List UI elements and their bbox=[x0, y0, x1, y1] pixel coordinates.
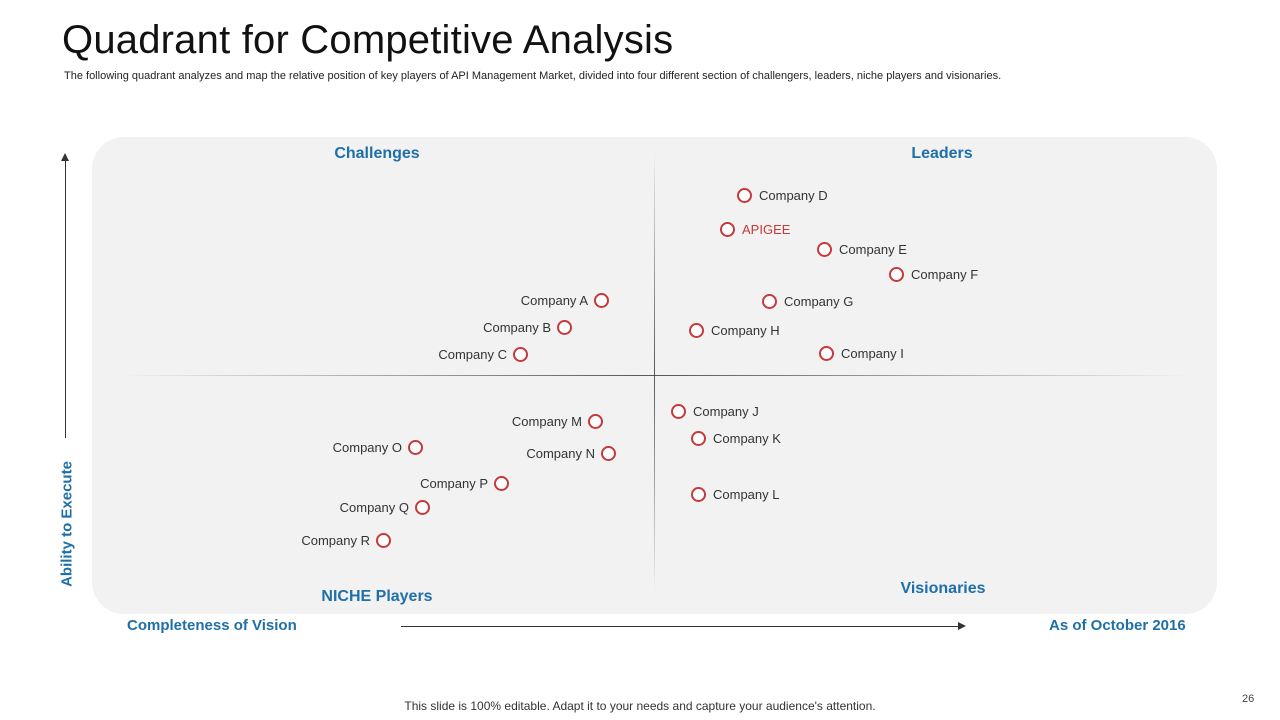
marker-company-r bbox=[376, 533, 391, 548]
label-company-r: Company R bbox=[301, 533, 370, 548]
quadrant-label-niche-players: NICHE Players bbox=[321, 588, 433, 605]
label-company-q: Company Q bbox=[339, 500, 409, 515]
label-company-j: Company J bbox=[693, 404, 759, 419]
label-apigee: APIGEE bbox=[742, 222, 791, 237]
marker-company-o bbox=[408, 440, 423, 455]
label-company-e: Company E bbox=[839, 242, 907, 257]
label-company-k: Company K bbox=[713, 431, 781, 446]
marker-company-h bbox=[689, 323, 704, 338]
x-axis-arrow bbox=[401, 622, 966, 630]
page-title: Quadrant for Competitive Analysis bbox=[62, 18, 674, 62]
label-company-p: Company P bbox=[420, 476, 488, 491]
quadrant-label-challenges: Challenges bbox=[334, 145, 420, 162]
marker-company-b bbox=[557, 320, 572, 335]
label-company-h: Company H bbox=[711, 323, 780, 338]
marker-company-f bbox=[889, 267, 904, 282]
marker-apigee bbox=[720, 222, 735, 237]
y-axis-arrow bbox=[61, 153, 69, 438]
y-axis-label: Ability to Execute bbox=[58, 461, 76, 587]
label-company-n: Company N bbox=[526, 446, 595, 461]
label-company-b: Company B bbox=[483, 320, 551, 335]
x-axis-label: Completeness of Vision bbox=[127, 617, 297, 634]
marker-company-a bbox=[594, 293, 609, 308]
marker-company-j bbox=[671, 404, 686, 419]
marker-company-p bbox=[494, 476, 509, 491]
label-company-a: Company A bbox=[520, 293, 588, 308]
label-company-c: Company C bbox=[438, 347, 507, 362]
marker-company-k bbox=[691, 431, 706, 446]
label-company-g: Company G bbox=[784, 294, 854, 309]
label-company-f: Company F bbox=[911, 267, 979, 282]
marker-company-c bbox=[513, 347, 528, 362]
marker-company-e bbox=[817, 242, 832, 257]
marker-company-g bbox=[762, 294, 777, 309]
marker-company-l bbox=[691, 487, 706, 502]
quadrant-label-visionaries: Visionaries bbox=[900, 580, 986, 597]
marker-company-q bbox=[415, 500, 430, 515]
horizontal-divider bbox=[120, 375, 1190, 376]
label-company-m: Company M bbox=[511, 414, 582, 429]
quadrant-label-leaders: Leaders bbox=[911, 145, 973, 162]
label-company-d: Company D bbox=[759, 188, 828, 203]
label-company-o: Company O bbox=[332, 440, 402, 455]
label-company-l: Company L bbox=[713, 487, 780, 502]
label-company-i: Company I bbox=[841, 346, 904, 361]
marker-company-i bbox=[819, 346, 834, 361]
page-number: 26 bbox=[1242, 693, 1255, 705]
marker-company-d bbox=[737, 188, 752, 203]
page-subtitle: The following quadrant analyzes and map … bbox=[64, 70, 1002, 82]
footer-note: This slide is 100% editable. Adapt it to… bbox=[404, 699, 876, 713]
marker-company-m bbox=[588, 414, 603, 429]
vertical-divider bbox=[654, 150, 655, 595]
marker-company-n bbox=[601, 446, 616, 461]
date-label: As of October 2016 bbox=[1049, 617, 1186, 634]
